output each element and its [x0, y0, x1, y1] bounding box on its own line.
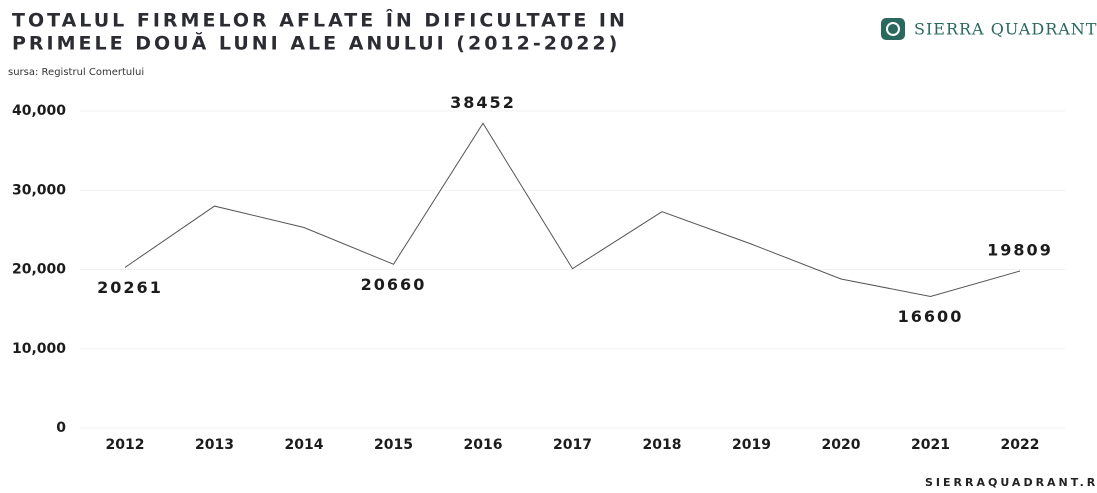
footer: SIERRAQUADRANT.RO [925, 476, 1097, 489]
data-label: 20261 [97, 278, 163, 297]
y-tick-label: 0 [56, 420, 66, 436]
brand: SIERRA QUADRANT [914, 20, 1097, 39]
x-tick-label: 2019 [732, 437, 771, 453]
x-tick-label: 2016 [464, 437, 503, 453]
x-tick-label: 2015 [374, 437, 413, 453]
x-tick-label: 2012 [106, 437, 145, 453]
x-tick-label: 2018 [643, 437, 682, 453]
logo [881, 18, 905, 40]
chart-title: PRIMELE DOUĂ LUNI ALE ANULUI (2012-2022) [12, 31, 620, 55]
data-label: 38452 [450, 93, 516, 112]
data-label: 16600 [898, 307, 964, 326]
subtitle: sursa: Registrul Comertului [8, 67, 144, 78]
y-tick-label: 20,000 [12, 262, 66, 278]
data-label: 19809 [987, 241, 1053, 260]
y-tick-label: 10,000 [12, 341, 66, 357]
x-tick-label: 2014 [285, 437, 324, 453]
x-tick-label: 2022 [1001, 437, 1040, 453]
x-tick-label: 2021 [911, 437, 950, 453]
line [124, 122, 1021, 297]
y-tick-label: 40,000 [12, 103, 66, 119]
x-tick-label: 2013 [195, 437, 234, 453]
y-tick-label: 30,000 [12, 182, 66, 198]
chart-title: TOTALUL FIRMELOR AFLATE ÎN DIFICULTATE I… [12, 9, 628, 32]
data-label: 20660 [361, 275, 427, 294]
x-tick-label: 2017 [553, 437, 592, 453]
x-tick-label: 2020 [822, 437, 861, 453]
